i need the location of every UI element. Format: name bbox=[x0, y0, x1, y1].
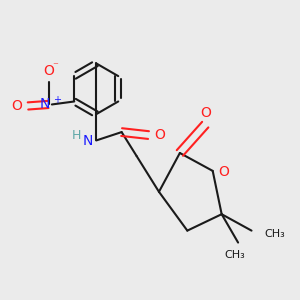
Text: O: O bbox=[219, 165, 230, 179]
Text: CH₃: CH₃ bbox=[225, 250, 245, 260]
Text: CH₃: CH₃ bbox=[264, 229, 285, 238]
Text: O: O bbox=[154, 128, 165, 142]
Text: O: O bbox=[200, 106, 211, 120]
Text: +: + bbox=[53, 95, 62, 105]
Text: O: O bbox=[44, 64, 54, 78]
Text: ⁻: ⁻ bbox=[52, 61, 59, 71]
Text: H: H bbox=[72, 130, 82, 142]
Text: N: N bbox=[40, 97, 50, 111]
Text: O: O bbox=[11, 99, 22, 113]
Text: N: N bbox=[82, 134, 93, 148]
